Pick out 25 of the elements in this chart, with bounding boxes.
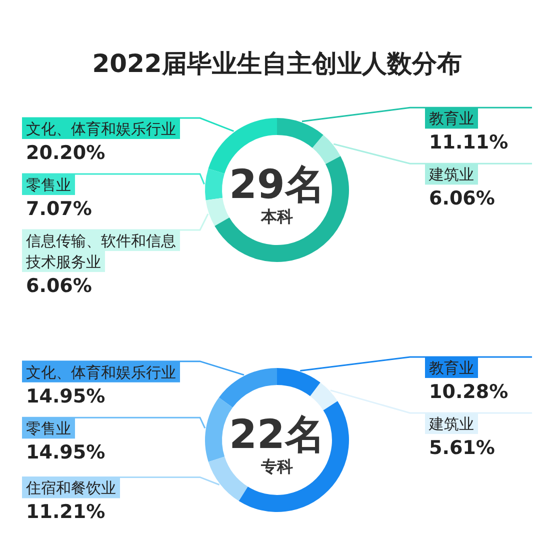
data-label: 6.06% — [429, 188, 495, 210]
text: 专科 — [260, 457, 293, 476]
slice-label: 零售业 — [26, 420, 71, 438]
slice-label: 建筑业 — [428, 166, 474, 184]
slice-label: 教育业 — [429, 358, 474, 377]
data-label: 20.20% — [26, 142, 106, 164]
slice-label: 教育业 — [429, 110, 474, 128]
text: 29名 — [229, 162, 325, 208]
slice-label: 建筑业 — [428, 414, 474, 433]
data-label: 14.95% — [26, 385, 106, 408]
slice-label: 零售业 — [26, 176, 71, 194]
slice-label: 文化、体育和娱乐行业 — [26, 120, 176, 138]
data-label: 7.07% — [26, 198, 92, 220]
text: 22名 — [229, 412, 325, 458]
slice-label: 信息传输、软件和信息技术服务业 — [25, 232, 176, 271]
chart-title: 2022届毕业生自主创业人数分布 — [92, 49, 462, 78]
data-label: 11.21% — [26, 501, 106, 524]
data-label: 14.95% — [26, 442, 106, 464]
data-label: 6.06% — [26, 274, 92, 297]
data-label: 11.11% — [429, 132, 508, 154]
text: 本科 — [260, 207, 293, 226]
slice-label: 住宿和餐饮业 — [25, 479, 116, 498]
data-label: 10.28% — [429, 380, 508, 403]
slice-label: 文化、体育和娱乐行业 — [26, 363, 176, 382]
data-label: 5.61% — [429, 436, 495, 459]
